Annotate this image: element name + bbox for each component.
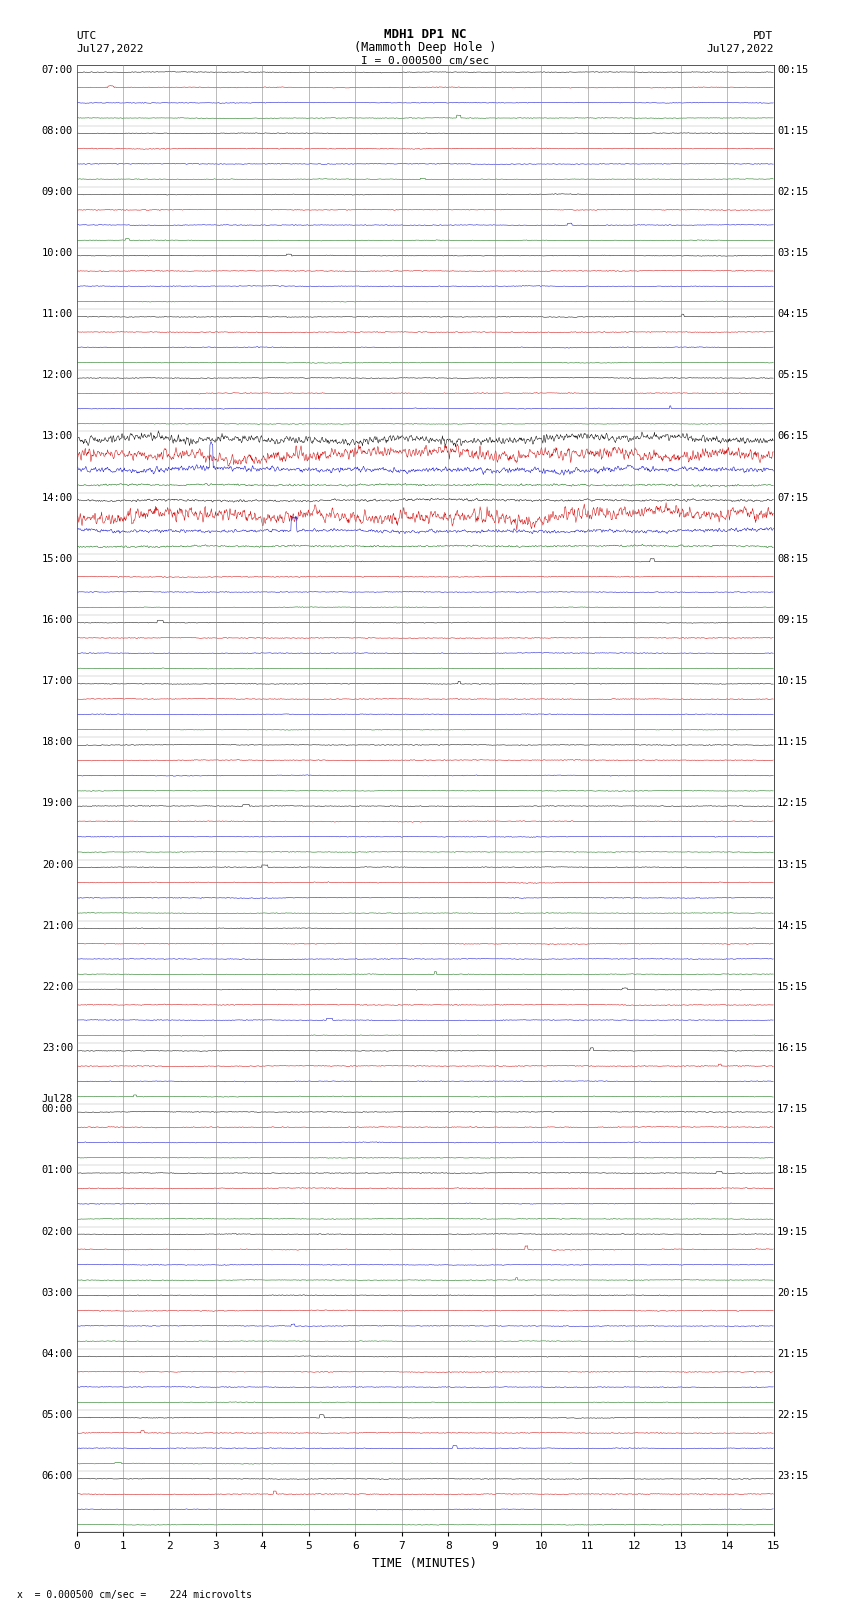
X-axis label: TIME (MINUTES): TIME (MINUTES) [372, 1557, 478, 1569]
Text: 04:00: 04:00 [42, 1348, 73, 1358]
Text: I = 0.000500 cm/sec: I = 0.000500 cm/sec [361, 56, 489, 66]
Text: 15:15: 15:15 [777, 982, 808, 992]
Text: 10:00: 10:00 [42, 248, 73, 258]
Text: 15:00: 15:00 [42, 553, 73, 565]
Text: 11:00: 11:00 [42, 310, 73, 319]
Text: 22:00: 22:00 [42, 982, 73, 992]
Text: 01:15: 01:15 [777, 126, 808, 135]
Text: 18:15: 18:15 [777, 1165, 808, 1176]
Text: 13:15: 13:15 [777, 860, 808, 869]
Text: MDH1 DP1 NC: MDH1 DP1 NC [383, 27, 467, 40]
Text: 02:00: 02:00 [42, 1226, 73, 1237]
Text: 22:15: 22:15 [777, 1410, 808, 1419]
Text: 07:15: 07:15 [777, 492, 808, 503]
Text: 19:15: 19:15 [777, 1226, 808, 1237]
Text: 12:15: 12:15 [777, 798, 808, 808]
Text: 10:15: 10:15 [777, 676, 808, 686]
Text: 11:15: 11:15 [777, 737, 808, 747]
Text: 19:00: 19:00 [42, 798, 73, 808]
Text: 06:15: 06:15 [777, 431, 808, 442]
Text: 23:00: 23:00 [42, 1044, 73, 1053]
Text: 06:00: 06:00 [42, 1471, 73, 1481]
Text: 05:00: 05:00 [42, 1410, 73, 1419]
Text: 03:00: 03:00 [42, 1287, 73, 1298]
Text: 18:00: 18:00 [42, 737, 73, 747]
Text: 14:00: 14:00 [42, 492, 73, 503]
Text: 20:00: 20:00 [42, 860, 73, 869]
Text: 14:15: 14:15 [777, 921, 808, 931]
Text: UTC: UTC [76, 31, 97, 40]
Text: 03:15: 03:15 [777, 248, 808, 258]
Text: 02:15: 02:15 [777, 187, 808, 197]
Text: 17:15: 17:15 [777, 1105, 808, 1115]
Text: 21:00: 21:00 [42, 921, 73, 931]
Text: x  = 0.000500 cm/sec =    224 microvolts: x = 0.000500 cm/sec = 224 microvolts [17, 1590, 252, 1600]
Text: 16:15: 16:15 [777, 1044, 808, 1053]
Text: Jul27,2022: Jul27,2022 [706, 44, 774, 53]
Text: 23:15: 23:15 [777, 1471, 808, 1481]
Text: 20:15: 20:15 [777, 1287, 808, 1298]
Text: 07:00: 07:00 [42, 65, 73, 74]
Text: 21:15: 21:15 [777, 1348, 808, 1358]
Text: Jul27,2022: Jul27,2022 [76, 44, 144, 53]
Text: 09:15: 09:15 [777, 615, 808, 624]
Text: 04:15: 04:15 [777, 310, 808, 319]
Text: 17:00: 17:00 [42, 676, 73, 686]
Text: (Mammoth Deep Hole ): (Mammoth Deep Hole ) [354, 40, 496, 53]
Text: 08:15: 08:15 [777, 553, 808, 565]
Text: PDT: PDT [753, 31, 774, 40]
Text: 05:15: 05:15 [777, 371, 808, 381]
Text: 08:00: 08:00 [42, 126, 73, 135]
Text: 13:00: 13:00 [42, 431, 73, 442]
Text: 09:00: 09:00 [42, 187, 73, 197]
Text: Jul28: Jul28 [42, 1094, 73, 1105]
Text: 12:00: 12:00 [42, 371, 73, 381]
Text: 00:15: 00:15 [777, 65, 808, 74]
Text: 16:00: 16:00 [42, 615, 73, 624]
Text: 01:00: 01:00 [42, 1165, 73, 1176]
Text: 00:00: 00:00 [42, 1105, 73, 1115]
